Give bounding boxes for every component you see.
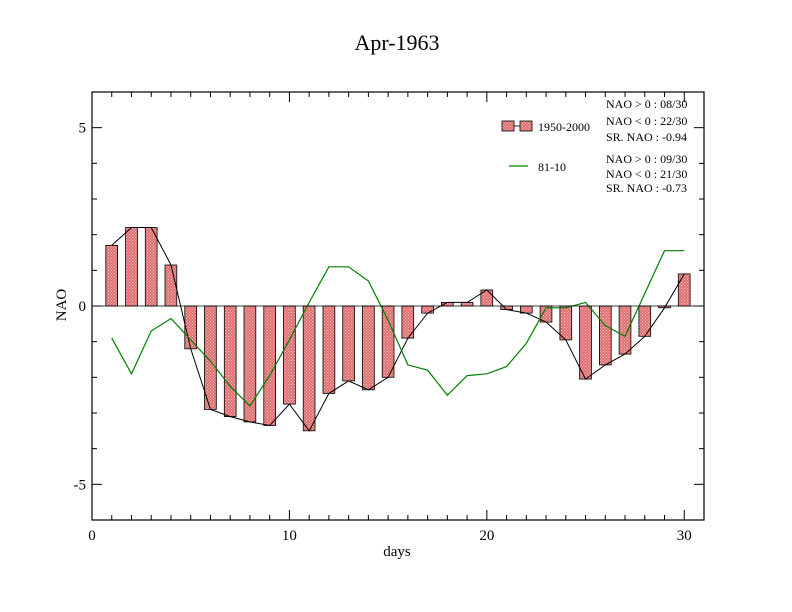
- plot-data: [105, 227, 691, 432]
- legend-bar-swatch: [501, 120, 515, 132]
- legend-label: 1950-2000: [538, 120, 590, 134]
- series-line-1950-2000: [111, 227, 685, 432]
- bar: [599, 305, 612, 366]
- bar: [618, 305, 632, 355]
- legend: 1950-2000 NAO > 0 : 08/30 NAO < 0 : 22/3…: [501, 97, 687, 195]
- bar: [579, 305, 592, 380]
- legend-bar-swatch: [519, 120, 533, 132]
- y-tick-label: -5: [74, 477, 87, 493]
- bar: [638, 305, 652, 337]
- bar: [460, 301, 474, 307]
- bar: [322, 305, 336, 394]
- plot-frame: [91, 91, 705, 521]
- legend-stat: NAO < 0 : 22/30: [606, 114, 687, 128]
- legend-stat: NAO > 0 : 08/30: [606, 97, 687, 111]
- x-tick-label: 10: [282, 528, 297, 544]
- legend-entry-1950-2000: 1950-2000 NAO > 0 : 08/30 NAO < 0 : 22/3…: [501, 97, 687, 144]
- series-line-81-10: [111, 250, 685, 407]
- x-tick-label: 30: [677, 528, 692, 544]
- bar: [302, 305, 316, 432]
- y-tick-label: 5: [79, 121, 87, 137]
- legend-label: 81-10: [538, 160, 566, 174]
- chart-title: Apr-1963: [354, 30, 439, 55]
- x-axis-label: days: [383, 544, 411, 560]
- bar: [263, 305, 276, 426]
- x-tick-label: 0: [88, 528, 96, 544]
- bar: [381, 305, 395, 378]
- bar: [362, 305, 375, 391]
- bar: [243, 305, 257, 423]
- legend-stat: NAO > 0 : 09/30: [606, 152, 687, 166]
- bar: [342, 305, 355, 382]
- bar: [559, 305, 573, 341]
- legend-stat: NAO < 0 : 21/30: [606, 167, 687, 181]
- axes: 0 10 20 30 -5 0 5: [74, 91, 705, 544]
- bar: [283, 305, 296, 405]
- y-tick-label: 0: [79, 299, 87, 315]
- bar: [125, 227, 138, 307]
- x-tick-label: 20: [479, 528, 494, 544]
- bar: [204, 305, 217, 410]
- legend-stat: SR. NAO : -0.94: [606, 130, 687, 144]
- bar: [184, 305, 198, 350]
- bar: [105, 244, 119, 307]
- bar: [421, 305, 434, 314]
- legend-entry-81-10: 81-10 NAO > 0 : 09/30 NAO < 0 : 21/30 SR…: [509, 152, 687, 195]
- bar: [144, 227, 158, 307]
- legend-stat: SR. NAO : -0.73: [606, 181, 687, 195]
- bar: [164, 264, 178, 307]
- bar: [223, 305, 237, 417]
- y-axis-label: NAO: [54, 289, 70, 322]
- bar: [677, 273, 691, 307]
